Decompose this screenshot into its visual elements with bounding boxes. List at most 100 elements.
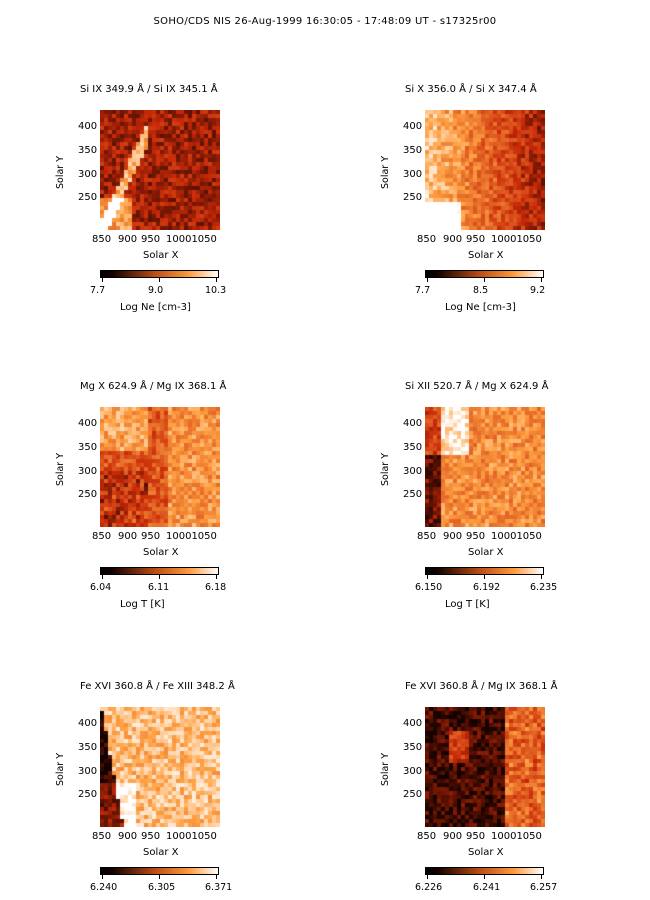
x-tick-label: 850	[417, 234, 437, 245]
y-tick-label: 400	[78, 121, 98, 132]
y-tick-label: 250	[403, 489, 423, 500]
x-tick-label: 10001050	[491, 234, 542, 245]
colorbar-tick-label: 6.18	[205, 582, 227, 593]
x-tick-label: 850	[417, 831, 437, 842]
x-tick-label: 950	[466, 531, 486, 542]
y-tick-label: 350	[403, 442, 423, 453]
colorbar	[425, 567, 544, 575]
y-tick-label: 350	[78, 442, 98, 453]
colorbar-tick-mark	[541, 875, 542, 879]
y-tick-label: 300	[78, 466, 98, 477]
colorbar-tick-label: 10.3	[205, 285, 227, 296]
x-tick-label: 10001050	[491, 531, 542, 542]
y-tick-label: 400	[78, 718, 98, 729]
x-axis-label: Solar X	[468, 250, 504, 261]
x-tick-label: 850	[92, 234, 112, 245]
colorbar-tick-label: 6.04	[90, 582, 112, 593]
y-tick-label: 250	[403, 192, 423, 203]
y-axis-label: Solar Y	[55, 752, 66, 786]
panel-title: Si IX 349.9 Å / Si IX 345.1 Å	[80, 84, 218, 95]
colorbar-tick-mark	[216, 278, 217, 282]
colorbar	[100, 270, 219, 278]
colorbar-tick-label: 6.371	[205, 882, 233, 893]
x-tick-label: 950	[466, 234, 486, 245]
colorbar-tick-mark	[541, 575, 542, 579]
colorbar-tick-mark	[427, 575, 428, 579]
colorbar-tick-mark	[216, 575, 217, 579]
colorbar-label: Log T [K]	[120, 599, 165, 610]
x-tick-label: 900	[443, 531, 463, 542]
colorbar	[100, 867, 219, 875]
colorbar-tick-label: 6.11	[148, 582, 170, 593]
colorbar-tick-mark	[484, 875, 485, 879]
x-tick-label: 900	[118, 531, 138, 542]
x-tick-label: 10001050	[166, 234, 217, 245]
x-axis-label: Solar X	[468, 847, 504, 858]
colorbar-tick-mark	[484, 278, 485, 282]
solar-map-image	[425, 707, 545, 827]
colorbar-tick-mark	[484, 575, 485, 579]
colorbar-tick-label: 6.305	[148, 882, 176, 893]
y-tick-label: 350	[78, 742, 98, 753]
x-tick-label: 850	[92, 531, 112, 542]
colorbar-tick-label: 9.2	[530, 285, 546, 296]
y-tick-label: 400	[403, 121, 423, 132]
panel-title: Mg X 624.9 Å / Mg IX 368.1 Å	[80, 381, 227, 392]
solar-map-image	[100, 407, 220, 527]
x-tick-label: 900	[118, 234, 138, 245]
colorbar-tick-mark	[102, 875, 103, 879]
x-tick-label: 10001050	[166, 831, 217, 842]
colorbar-tick-mark	[102, 575, 103, 579]
x-tick-label: 950	[141, 234, 161, 245]
y-axis-label: Solar Y	[55, 452, 66, 486]
x-axis-label: Solar X	[143, 547, 179, 558]
x-tick-label: 950	[466, 831, 486, 842]
x-tick-label: 900	[443, 831, 463, 842]
colorbar-tick-mark	[216, 875, 217, 879]
x-tick-label: 950	[141, 531, 161, 542]
colorbar-tick-mark	[427, 278, 428, 282]
colorbar-tick-label: 6.150	[415, 582, 443, 593]
colorbar-label: Log Ne [cm-3]	[120, 302, 191, 313]
y-tick-label: 250	[403, 789, 423, 800]
colorbar-tick-label: 6.226	[415, 882, 443, 893]
y-axis-label: Solar Y	[380, 155, 391, 189]
colorbar-tick-label: 6.241	[473, 882, 501, 893]
colorbar	[425, 867, 544, 875]
y-tick-label: 300	[403, 169, 423, 180]
y-tick-label: 350	[403, 742, 423, 753]
y-tick-label: 350	[78, 145, 98, 156]
y-tick-label: 400	[403, 418, 423, 429]
colorbar	[100, 567, 219, 575]
x-axis-label: Solar X	[468, 547, 504, 558]
colorbar-tick-label: 8.5	[473, 285, 489, 296]
colorbar-tick-label: 6.240	[90, 882, 118, 893]
colorbar-tick-label: 7.7	[90, 285, 106, 296]
x-axis-label: Solar X	[143, 250, 179, 261]
x-tick-label: 900	[443, 234, 463, 245]
colorbar-tick-mark	[427, 875, 428, 879]
y-axis-label: Solar Y	[55, 155, 66, 189]
y-tick-label: 300	[403, 766, 423, 777]
colorbar-tick-label: 6.235	[530, 582, 558, 593]
y-tick-label: 350	[403, 145, 423, 156]
panel-title: Fe XVI 360.8 Å / Fe XIII 348.2 Å	[80, 681, 235, 692]
y-tick-label: 250	[78, 489, 98, 500]
x-tick-label: 850	[417, 531, 437, 542]
x-tick-label: 900	[118, 831, 138, 842]
colorbar-tick-mark	[541, 278, 542, 282]
solar-map-image	[100, 110, 220, 230]
y-tick-label: 250	[78, 192, 98, 203]
colorbar-tick-label: 6.257	[530, 882, 558, 893]
colorbar-tick-label: 6.192	[473, 582, 501, 593]
colorbar-tick-mark	[102, 278, 103, 282]
colorbar-tick-label: 9.0	[148, 285, 164, 296]
x-tick-label: 950	[141, 831, 161, 842]
colorbar-tick-label: 7.7	[415, 285, 431, 296]
x-axis-label: Solar X	[143, 847, 179, 858]
y-tick-label: 300	[78, 169, 98, 180]
x-tick-label: 10001050	[491, 831, 542, 842]
colorbar-tick-mark	[159, 278, 160, 282]
y-tick-label: 250	[78, 789, 98, 800]
colorbar-label: Log T [K]	[445, 599, 490, 610]
